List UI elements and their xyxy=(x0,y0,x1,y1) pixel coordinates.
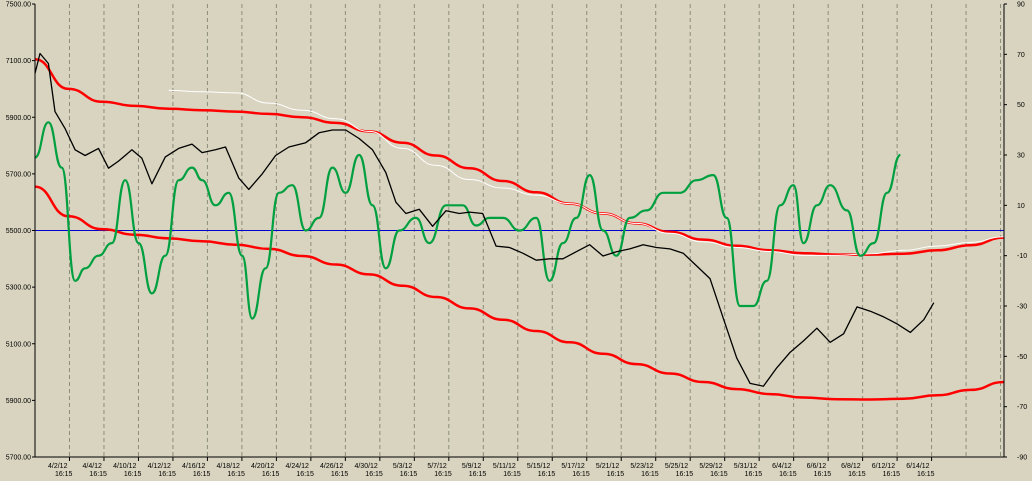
red-band-line xyxy=(34,185,1005,401)
y-left-tick-label: 5900.00 xyxy=(6,115,31,122)
x-tick-time: 16:15 xyxy=(400,471,418,478)
y-right-tick-label: 50 xyxy=(1017,102,1025,109)
black-price-line xyxy=(34,52,935,387)
x-tick-date: 5/23/12 xyxy=(630,463,653,470)
x-tick-date: 5/25/12 xyxy=(665,463,688,470)
x-tick-time: 16:15 xyxy=(641,471,659,478)
x-tick-date: 4/2/12 xyxy=(48,463,68,470)
x-tick-date: 4/24/12 xyxy=(286,463,309,470)
x-tick-date: 5/7/12 xyxy=(427,463,447,470)
x-tick-date: 5/3/12 xyxy=(393,463,413,470)
y-left-tick-label: 7100.00 xyxy=(6,58,31,65)
x-tick-time: 16:15 xyxy=(538,471,556,478)
x-tick-date: 4/30/12 xyxy=(354,463,377,470)
x-tick-date: 4/20/12 xyxy=(251,463,274,470)
x-tick-time: 16:15 xyxy=(917,471,935,478)
x-tick-date: 6/12/12 xyxy=(872,463,895,470)
y-left-tick-label: 5700.00 xyxy=(6,455,31,462)
right-axis-ticks: 90 70 50 30 10 -10 -30 -50 -70 -90 xyxy=(1004,2,1027,462)
left-axis-ticks: 7500.00 7100.00 5900.00 5700.00 5500.00 5300.… xyxy=(6,2,35,462)
x-tick-date: 5/29/12 xyxy=(699,463,722,470)
x-tick-date: 4/12/12 xyxy=(148,463,171,470)
x-tick-time: 16:15 xyxy=(89,471,107,478)
x-tick-time: 16:15 xyxy=(676,471,694,478)
x-tick-time: 16:15 xyxy=(55,471,73,478)
x-tick-date: 4/18/12 xyxy=(217,463,240,470)
y-right-tick-label: 70 xyxy=(1017,52,1025,59)
x-tick-time: 16:15 xyxy=(814,471,832,478)
y-right-tick-label: -70 xyxy=(1017,404,1027,411)
y-right-tick-label: -50 xyxy=(1017,354,1027,361)
x-tick-time: 16:15 xyxy=(469,471,487,478)
y-right-tick-label: 90 xyxy=(1017,2,1025,9)
y-left-tick-label: 5300.00 xyxy=(6,285,31,292)
x-tick-time: 16:15 xyxy=(296,471,314,478)
series-lines xyxy=(34,52,1005,401)
x-tick-date: 6/4/12 xyxy=(772,463,792,470)
x-tick-date: 5/15/12 xyxy=(527,463,550,470)
x-tick-time: 16:15 xyxy=(848,471,866,478)
x-tick-time: 16:15 xyxy=(158,471,176,478)
x-tick-time: 16:15 xyxy=(434,471,452,478)
x-tick-date: 4/10/12 xyxy=(113,463,136,470)
x-axis-ticks: 4/2/1216:154/4/1216:154/10/1216:154/12/1… xyxy=(48,457,935,478)
y-left-tick-label: 5900.00 xyxy=(6,398,31,405)
y-left-tick-label: 5500.00 xyxy=(6,228,31,235)
y-right-tick-label: 10 xyxy=(1017,203,1025,210)
x-tick-time: 16:15 xyxy=(365,471,383,478)
x-tick-date: 5/31/12 xyxy=(734,463,757,470)
x-tick-date: 5/11/12 xyxy=(493,463,516,470)
x-tick-time: 16:15 xyxy=(710,471,728,478)
white-line xyxy=(168,89,1005,256)
green-oscillator-line xyxy=(34,121,902,320)
x-tick-time: 16:15 xyxy=(572,471,590,478)
x-tick-time: 16:15 xyxy=(503,471,521,478)
x-tick-time: 16:15 xyxy=(227,471,245,478)
y-left-tick-label: 5700.00 xyxy=(6,171,31,178)
x-tick-time: 16:15 xyxy=(779,471,797,478)
x-tick-date: 4/16/12 xyxy=(182,463,205,470)
x-tick-date: 5/17/12 xyxy=(561,463,584,470)
x-tick-time: 16:15 xyxy=(193,471,211,478)
y-right-tick-label: -10 xyxy=(1017,253,1027,260)
x-tick-date: 5/21/12 xyxy=(596,463,619,470)
x-tick-time: 16:15 xyxy=(883,471,901,478)
y-right-tick-label: 30 xyxy=(1017,153,1025,160)
y-right-tick-label: -30 xyxy=(1017,304,1027,311)
x-tick-date: 5/9/12 xyxy=(462,463,482,470)
red-band-line xyxy=(34,57,1005,256)
x-tick-time: 16:15 xyxy=(124,471,142,478)
x-tick-date: 6/8/12 xyxy=(841,463,861,470)
x-tick-time: 16:15 xyxy=(607,471,625,478)
x-tick-time: 16:15 xyxy=(745,471,763,478)
y-left-tick-label: 5100.00 xyxy=(6,341,31,348)
x-tick-time: 16:15 xyxy=(262,471,280,478)
x-tick-date: 6/14/12 xyxy=(906,463,929,470)
x-tick-date: 4/4/12 xyxy=(82,463,102,470)
y-left-tick-label: 7500.00 xyxy=(6,2,31,9)
x-tick-date: 4/26/12 xyxy=(320,463,343,470)
x-tick-time: 16:15 xyxy=(331,471,349,478)
x-tick-date: 6/6/12 xyxy=(807,463,827,470)
y-right-tick-label: -90 xyxy=(1017,455,1027,462)
